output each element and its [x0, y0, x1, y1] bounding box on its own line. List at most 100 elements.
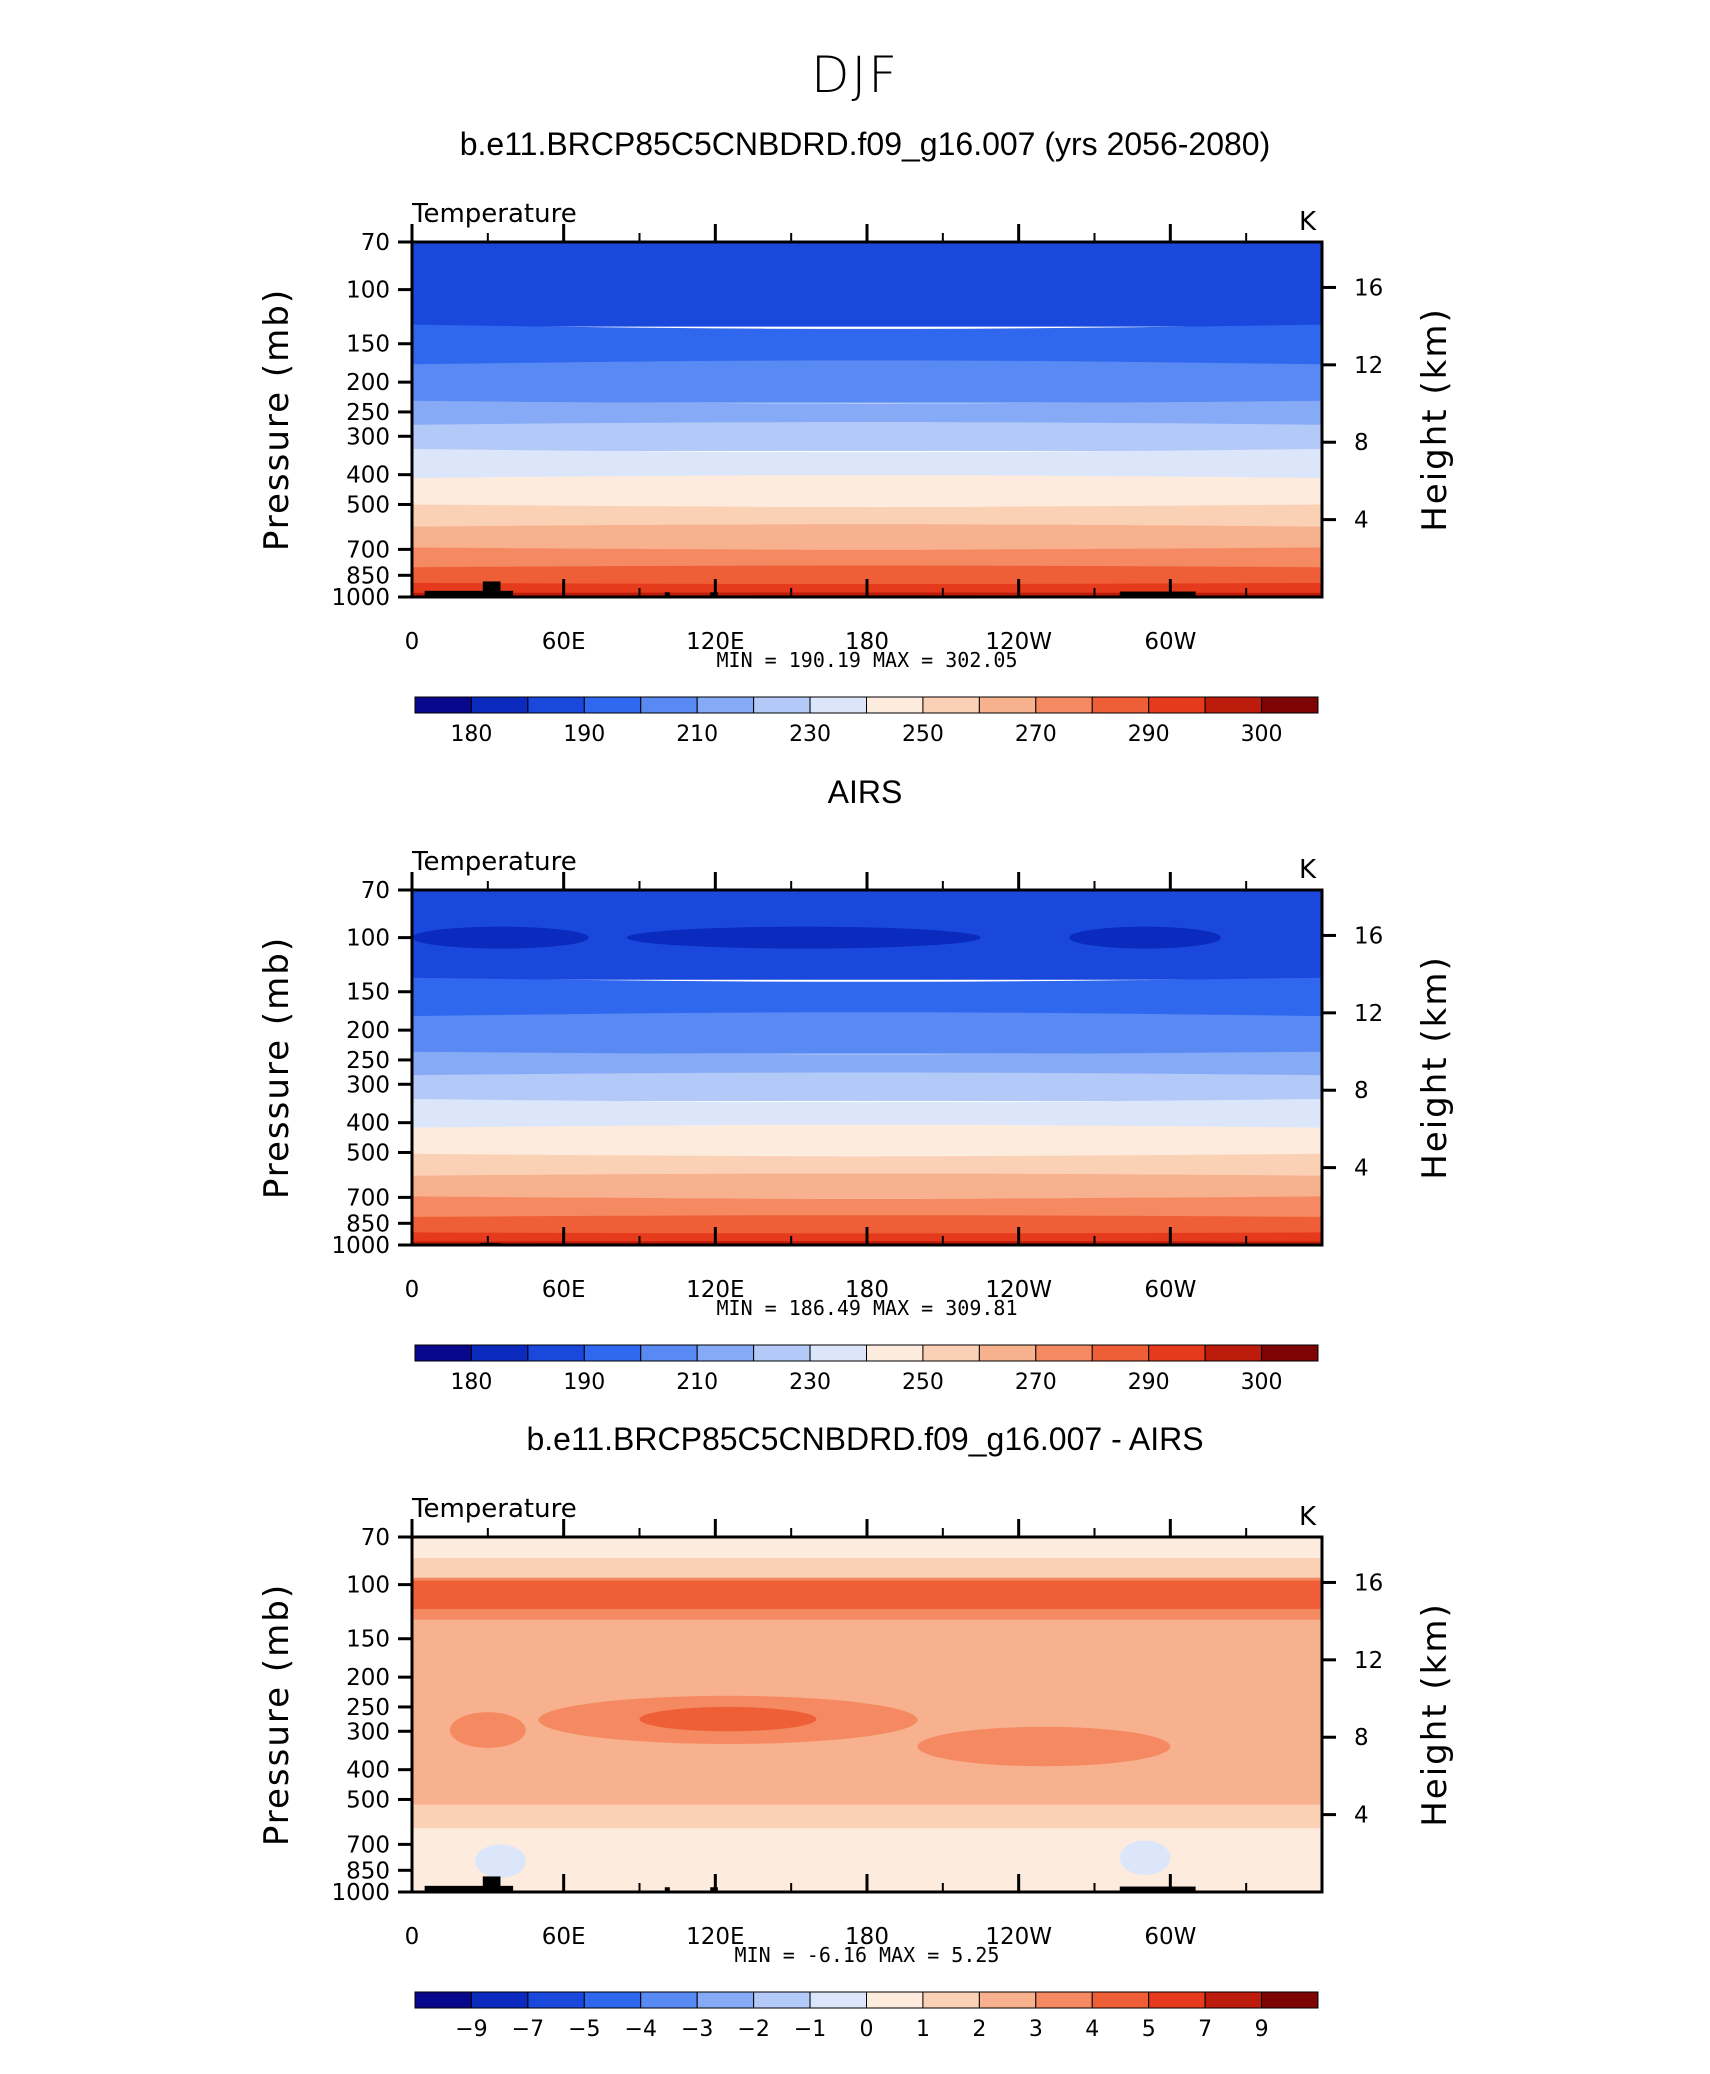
- y-tick-label: 500: [346, 1787, 390, 1813]
- colorbar-box: [753, 1344, 811, 1362]
- colorbar-box: [1035, 1344, 1093, 1362]
- colorbar-box: [1091, 1344, 1150, 1362]
- colorbar-box: [922, 1344, 980, 1362]
- min-max-stats: MIN = -6.16 MAX = 5.25: [735, 1943, 1000, 1967]
- y-tick-label: 300: [346, 1072, 390, 1098]
- x-tick-label: 60W: [1144, 1277, 1196, 1303]
- contour-region: [412, 1537, 1322, 1559]
- contour-band: [412, 547, 1322, 570]
- contour-field: [412, 890, 1322, 1245]
- contour-band: [412, 1051, 1322, 1078]
- contour-region: [412, 1743, 1322, 1805]
- y-tick-label: 700: [346, 1832, 390, 1858]
- y-tick-label: 400: [346, 1758, 390, 1784]
- colorbar-label: 180: [450, 1370, 492, 1395]
- y-tick-label: 850: [346, 1858, 390, 1884]
- colorbar-label: 270: [1015, 1370, 1057, 1395]
- x-tick-label: 120E: [686, 629, 744, 655]
- y-tick-label: 100: [346, 926, 390, 952]
- contour-band: [412, 524, 1322, 550]
- topography: [482, 1876, 501, 1892]
- topography: [424, 590, 514, 597]
- topography: [664, 592, 670, 597]
- y2-tick-label: 12: [1354, 353, 1383, 379]
- contour-band: [412, 475, 1322, 507]
- contour-region: [412, 1580, 1322, 1609]
- contour-region: [449, 1712, 526, 1748]
- panel-units: K: [1299, 855, 1317, 885]
- y-tick-label: 150: [346, 1627, 390, 1653]
- colorbar-box: [1035, 1991, 1093, 2009]
- contour-band: [412, 565, 1322, 585]
- y-tick-label: 70: [361, 1525, 390, 1551]
- colorbar-box: [753, 1991, 811, 2009]
- colorbar-box: [922, 1991, 980, 2009]
- contour-region: [917, 1726, 1171, 1767]
- y2-tick-label: 12: [1354, 1001, 1383, 1027]
- colorbar-box: [1204, 696, 1263, 714]
- colorbar: 180 190 210 230 250 270 290 300: [414, 696, 1319, 747]
- contour-band: [412, 400, 1322, 427]
- colorbar-box: [1148, 1344, 1206, 1362]
- cold-pool: [412, 926, 589, 949]
- colorbar-box: [1261, 1344, 1319, 1362]
- y-tick-label: 250: [346, 1695, 390, 1721]
- x-tick-label: 120W: [985, 1277, 1052, 1303]
- colorbar-label: 3: [1029, 2017, 1043, 2042]
- x-tick-label: 120W: [985, 629, 1052, 655]
- contour-band: [412, 242, 1322, 327]
- contour-field: [412, 1537, 1322, 1892]
- y-tick-label: 1000: [331, 585, 390, 611]
- colorbar-box: [753, 696, 811, 714]
- colorbar-label: 300: [1241, 1370, 1283, 1395]
- x-tick-label: 60E: [542, 629, 586, 655]
- y2-tick-label: 8: [1354, 430, 1369, 456]
- colorbar-box: [1204, 1991, 1263, 2009]
- y-tick-label: 200: [346, 1018, 390, 1044]
- contour-band: [412, 1173, 1322, 1199]
- y-tick-label: 400: [346, 1111, 390, 1137]
- contour-band: [412, 422, 1322, 451]
- panel-title: b.e11.BRCP85C5CNBDRD.f09_g16.007 - AIRS: [526, 1421, 1203, 1457]
- figure-supertitle: DJF: [811, 46, 899, 104]
- colorbar-box: [1091, 696, 1150, 714]
- min-max-stats: MIN = 186.49 MAX = 309.81: [716, 1296, 1017, 1320]
- colorbar-box: [866, 1344, 924, 1362]
- colorbar-label: −5: [568, 2017, 600, 2042]
- x-tick-label: 60E: [542, 1924, 586, 1950]
- x-tick-label: 0: [405, 1277, 420, 1303]
- colorbar-box: [583, 1991, 642, 2009]
- x-tick-label: 180: [845, 1277, 889, 1303]
- topography: [424, 1885, 514, 1892]
- contour-band: [412, 1196, 1322, 1219]
- topography: [1119, 591, 1196, 597]
- topography: [1119, 1886, 1196, 1892]
- panel-3: b.e11.BRCP85C5CNBDRD.f09_g16.007 - AIRS T…: [257, 1421, 1455, 2042]
- panel-units: K: [1299, 207, 1317, 237]
- colorbar-label: 270: [1015, 722, 1057, 747]
- panel-title: b.e11.BRCP85C5CNBDRD.f09_g16.007 (yrs 20…: [460, 126, 1271, 162]
- colorbar-label: −3: [681, 2017, 713, 2042]
- colorbar-label: 190: [563, 722, 605, 747]
- y-tick-label: 400: [346, 463, 390, 489]
- y2-tick-label: 8: [1354, 1078, 1369, 1104]
- contour-band: [412, 324, 1322, 367]
- colorbar-box: [527, 1991, 585, 2009]
- contour-region: [412, 1558, 1322, 1578]
- panel-left-label: Temperature: [411, 847, 577, 877]
- colorbar-box: [696, 696, 755, 714]
- y2-tick-label: 4: [1354, 508, 1369, 534]
- colorbar-label: −4: [625, 2017, 657, 2042]
- x-tick-label: 0: [405, 629, 420, 655]
- colorbar-box: [640, 1991, 698, 2009]
- contour-band: [412, 360, 1322, 403]
- colorbar-box: [696, 1991, 755, 2009]
- colorbar-label: 0: [860, 2017, 874, 2042]
- y2-tick-label: 12: [1354, 1648, 1383, 1674]
- colorbar-label: 9: [1255, 2017, 1269, 2042]
- colorbar-box: [809, 1344, 867, 1362]
- y-tick-label: 1000: [331, 1880, 390, 1906]
- colorbar-label: 180: [450, 722, 492, 747]
- contour-region: [639, 1706, 817, 1732]
- y-tick-label: 100: [346, 278, 390, 304]
